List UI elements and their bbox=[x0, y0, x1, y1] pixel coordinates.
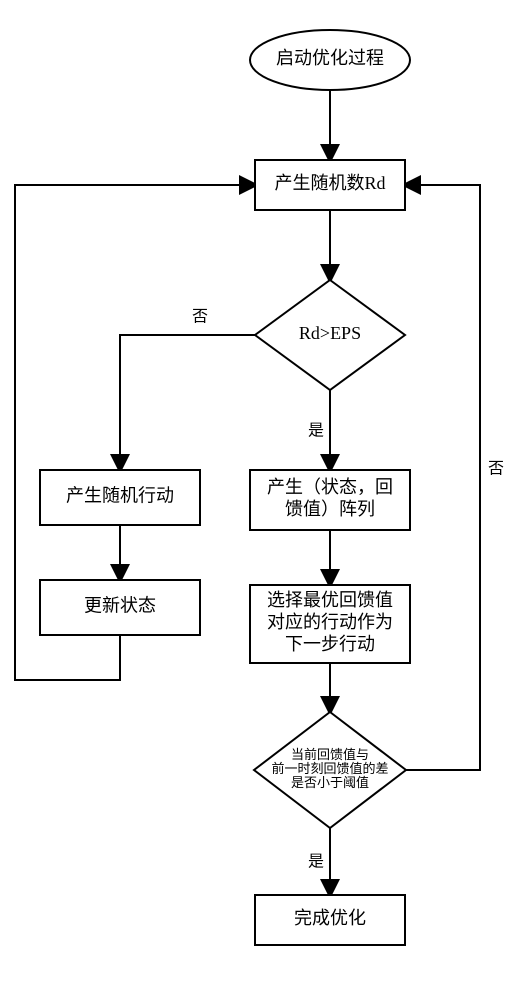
edge bbox=[120, 335, 255, 470]
edge-label: 否 bbox=[488, 461, 504, 478]
node-label: Rd>EPS bbox=[299, 323, 361, 343]
node-label: 产生随机行动 bbox=[66, 486, 174, 506]
node-label: 启动优化过程 bbox=[276, 48, 384, 68]
node-label: 更新状态 bbox=[84, 596, 156, 616]
node-label: 选择最优回馈值对应的行动作为下一步行动 bbox=[267, 590, 393, 654]
flowchart: 启动优化过程产生随机数RdRd>EPS产生随机行动更新状态产生（状态，回馈值）阵… bbox=[0, 0, 512, 1000]
edge bbox=[405, 185, 480, 770]
node-label: 产生随机数Rd bbox=[274, 173, 385, 193]
edge-label: 否 bbox=[192, 309, 208, 326]
edge-label: 是 bbox=[308, 423, 324, 440]
node-label: 完成优化 bbox=[294, 908, 366, 928]
edge-label: 是 bbox=[308, 854, 324, 871]
